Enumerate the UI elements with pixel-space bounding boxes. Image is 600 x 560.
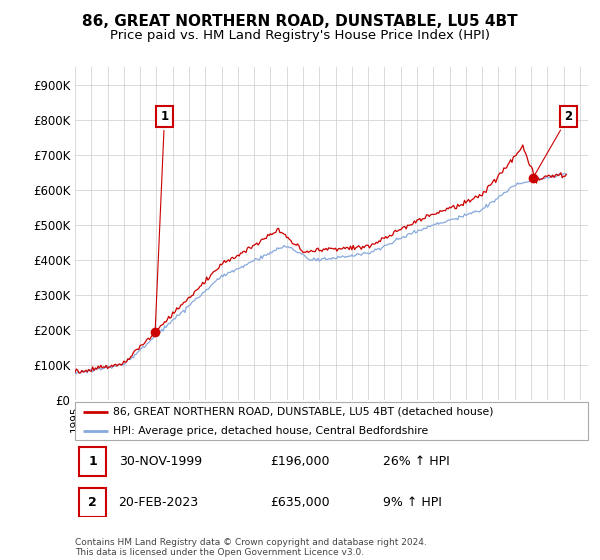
Text: Price paid vs. HM Land Registry's House Price Index (HPI): Price paid vs. HM Land Registry's House … [110, 29, 490, 42]
Text: 86, GREAT NORTHERN ROAD, DUNSTABLE, LU5 4BT: 86, GREAT NORTHERN ROAD, DUNSTABLE, LU5 … [82, 14, 518, 29]
Text: 30-NOV-1999: 30-NOV-1999 [119, 455, 202, 468]
Text: 2: 2 [88, 496, 97, 509]
Text: 86, GREAT NORTHERN ROAD, DUNSTABLE, LU5 4BT (detached house): 86, GREAT NORTHERN ROAD, DUNSTABLE, LU5 … [113, 407, 494, 417]
Text: £635,000: £635,000 [270, 496, 329, 509]
Text: 2: 2 [535, 110, 572, 175]
Text: 1: 1 [88, 455, 97, 468]
FancyBboxPatch shape [79, 488, 106, 517]
Text: 26% ↑ HPI: 26% ↑ HPI [383, 455, 449, 468]
FancyBboxPatch shape [75, 402, 588, 440]
Text: 9% ↑ HPI: 9% ↑ HPI [383, 496, 442, 509]
Text: 20-FEB-2023: 20-FEB-2023 [119, 496, 199, 509]
Text: HPI: Average price, detached house, Central Bedfordshire: HPI: Average price, detached house, Cent… [113, 426, 429, 436]
Text: Contains HM Land Registry data © Crown copyright and database right 2024.
This d: Contains HM Land Registry data © Crown c… [75, 538, 427, 557]
Text: 1: 1 [155, 110, 169, 329]
Text: £196,000: £196,000 [270, 455, 329, 468]
FancyBboxPatch shape [79, 447, 106, 476]
